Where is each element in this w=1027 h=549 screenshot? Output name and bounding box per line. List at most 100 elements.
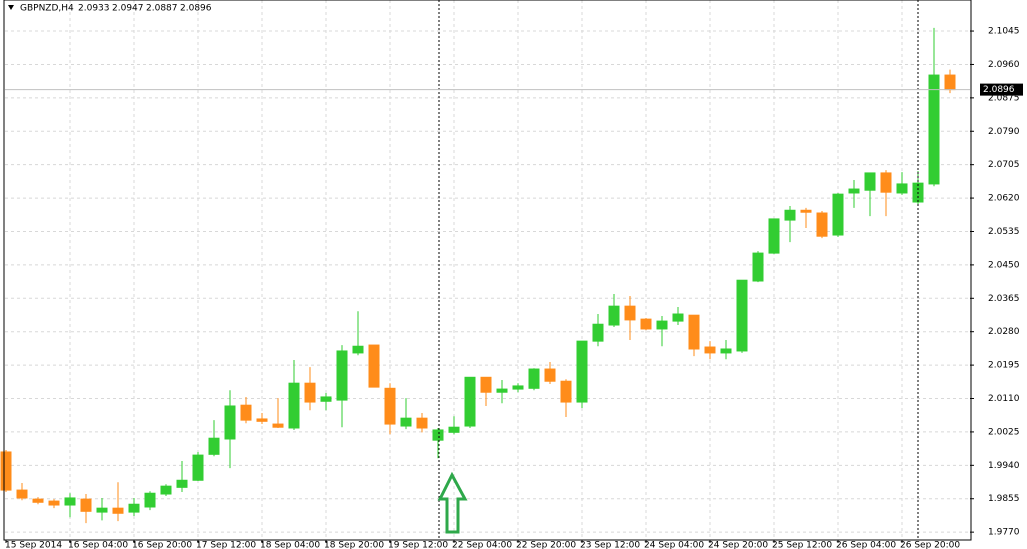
candle-body	[480, 376, 492, 393]
y-tick-label: 2.0025	[988, 427, 1020, 437]
candle-body	[944, 74, 956, 91]
y-tick-label: 2.0875	[988, 93, 1020, 103]
x-tick-label: 22 Sep 04:00	[452, 541, 512, 549]
y-tick-label: 2.1045	[988, 27, 1020, 37]
candle-body	[320, 396, 332, 402]
header-close: 2.0896	[180, 4, 212, 14]
axis: 2.1045 2.0960 2.0875 2.0790 2.0705 2.0620 2.05…	[5, 27, 1023, 549]
candle-body	[96, 507, 108, 513]
candle-body	[896, 183, 908, 194]
candle-body	[880, 172, 892, 193]
x-tick-label: 26 Sep 04:00	[836, 541, 896, 549]
menu-arrow[interactable]	[8, 5, 14, 10]
y-tick-label: 2.0790	[988, 127, 1020, 137]
x-tick-label: 24 Sep 04:00	[644, 541, 704, 549]
candle-body	[512, 385, 524, 390]
candle-body	[560, 380, 572, 403]
x-tick-label: 16 Sep 20:00	[132, 541, 192, 549]
candle-body	[624, 305, 636, 321]
y-tick-label: 1.9855	[988, 494, 1020, 504]
plot-frame	[3, 0, 972, 541]
y-tick-label: 2.0620	[988, 194, 1020, 204]
candle-body	[80, 498, 92, 512]
candle-body	[160, 485, 172, 495]
candle-body	[448, 426, 460, 433]
candle-body	[208, 437, 220, 455]
candle-body	[672, 313, 684, 322]
candle-body	[800, 209, 812, 213]
candle-body	[656, 320, 668, 330]
y-tick-label: 2.0280	[988, 327, 1020, 337]
candle-body	[864, 172, 876, 191]
candle-body	[304, 382, 316, 403]
candle-body	[144, 492, 156, 508]
x-tick-label: 23 Sep 12:00	[580, 541, 640, 549]
candle-body	[336, 350, 348, 401]
x-tick-label: 24 Sep 20:00	[708, 541, 768, 549]
candle-body	[752, 252, 764, 282]
candle-body	[720, 348, 732, 354]
candle-body	[592, 323, 604, 342]
candle-body	[112, 507, 124, 514]
candle-body	[256, 418, 268, 422]
x-tick-label: 17 Sep 12:00	[196, 541, 256, 549]
candle-body	[224, 405, 236, 440]
candle-body	[464, 376, 476, 427]
candle-body	[576, 340, 588, 403]
candle-body	[176, 479, 188, 488]
candle-body	[288, 382, 300, 429]
x-tick-label: 22 Sep 20:00	[516, 541, 576, 549]
y-tick-label: 2.0110	[988, 394, 1020, 404]
candle-body	[768, 218, 780, 254]
candle-body	[352, 345, 364, 354]
header-high: 2.0947	[112, 4, 144, 14]
candle-body	[544, 368, 556, 382]
candle-body	[608, 305, 620, 326]
y-tick-label: 1.9770	[988, 528, 1020, 538]
candle-body	[416, 417, 428, 429]
y-tick-label: 2.0365	[988, 294, 1020, 304]
candle-body	[128, 503, 140, 513]
y-tick-label: 2.0960	[988, 60, 1020, 70]
candle-body	[48, 500, 60, 506]
candle-body	[368, 344, 380, 388]
current-price-label: 2.0896	[983, 85, 1015, 95]
candle-body	[688, 314, 700, 350]
x-tick-label: 26 Sep 20:00	[900, 541, 960, 549]
candle-body	[240, 404, 252, 421]
y-tick-label: 2.0195	[988, 361, 1020, 371]
current-price-box	[980, 83, 1023, 96]
candle-body	[848, 188, 860, 194]
symbol: GBPNZD,H4	[20, 4, 74, 14]
candle-body	[832, 193, 844, 236]
candle-body	[64, 497, 76, 506]
arrow-annotation	[437, 471, 468, 534]
candle-body	[736, 279, 748, 352]
x-tick-label: 16 Sep 04:00	[68, 541, 128, 549]
x-tick-label: 18 Sep 20:00	[324, 541, 384, 549]
y-tick-label: 2.0535	[988, 227, 1020, 237]
x-tick-label: 19 Sep 12:00	[388, 541, 448, 549]
candle-body	[816, 212, 828, 237]
header-open: 2.0933	[78, 4, 110, 14]
y-tick-label: 2.0450	[988, 260, 1020, 270]
x-tick-label: 15 Sep 2014	[5, 541, 62, 549]
candle-body	[400, 417, 412, 427]
y-tick-label: 1.9940	[988, 461, 1020, 471]
candle-body	[16, 489, 28, 499]
x-tick-label: 18 Sep 04:00	[260, 541, 320, 549]
candle-body	[0, 451, 12, 491]
candle-body	[928, 74, 940, 185]
candle-body	[528, 368, 540, 389]
candle-body	[640, 318, 652, 330]
candle-body	[784, 209, 796, 221]
candle-body	[32, 498, 44, 503]
header-low: 2.0887	[146, 4, 178, 14]
candle-body	[704, 346, 716, 354]
candle-body	[384, 387, 396, 425]
x-tick-label: 25 Sep 12:00	[772, 541, 832, 549]
candle-body	[272, 423, 284, 428]
y-tick-label: 2.0705	[988, 160, 1020, 170]
